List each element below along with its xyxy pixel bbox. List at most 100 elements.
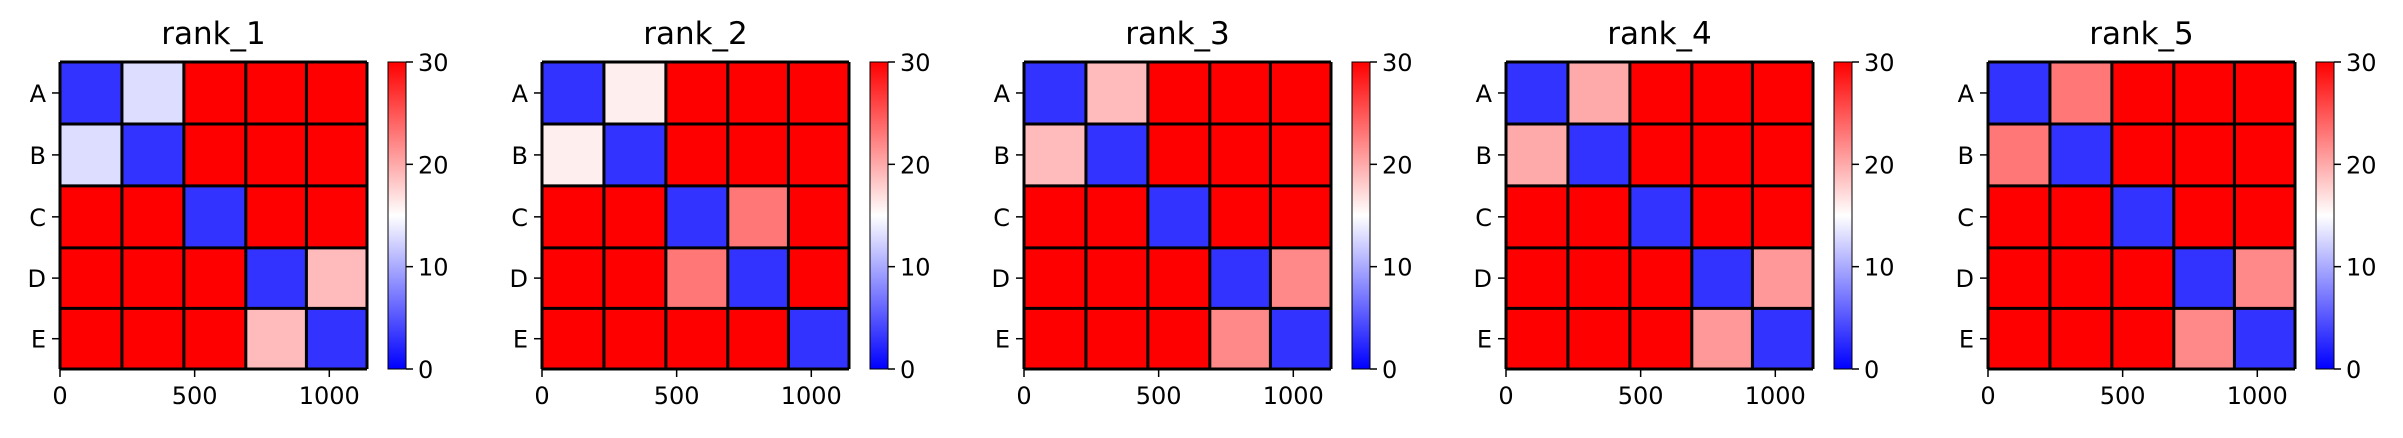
heatmap-cell — [542, 308, 604, 369]
heatmap-cell — [1270, 185, 1331, 248]
heatmap-cell — [1691, 62, 1753, 124]
heatmap-cell — [2173, 185, 2235, 248]
heatmap-cell — [603, 247, 666, 309]
x-tick-label: 500 — [1618, 382, 1664, 410]
heatmap-cell — [2049, 185, 2112, 248]
heatmap-cell — [1691, 185, 1753, 248]
heatmap-cell — [665, 62, 728, 124]
x-tick-label: 1000 — [299, 382, 360, 410]
panel-title: rank_4 — [1607, 16, 1712, 52]
heatmap-cell — [2049, 62, 2112, 124]
heatmap-cell — [1024, 308, 1086, 369]
colorbar-tick-label: 30 — [418, 49, 449, 77]
heatmap-cell — [1085, 62, 1148, 124]
heatmap-cell — [1147, 123, 1210, 186]
heatmap-cell — [183, 247, 246, 309]
heatmap-cell — [1506, 123, 1568, 186]
heatmap-cell — [1752, 247, 1813, 309]
y-tick-label: B — [1958, 142, 1974, 170]
heatmap-cell — [1209, 185, 1271, 248]
heatmap-cell — [2049, 247, 2112, 309]
colorbar-tick-label: 0 — [2346, 356, 2361, 384]
heatmap-cell — [2173, 308, 2235, 369]
y-tick-label: D — [992, 265, 1010, 293]
heatmap-cell — [665, 123, 728, 186]
heatmap-cell — [1147, 247, 1210, 309]
y-tick-label: D — [1474, 265, 1492, 293]
heatmap-cell — [1270, 62, 1331, 124]
heatmap-cell — [2111, 185, 2174, 248]
heatmap-cell — [727, 123, 789, 186]
heatmap-cell — [2234, 247, 2295, 309]
heatmap-cell — [306, 308, 367, 369]
colorbar — [2315, 61, 2335, 370]
panel-title: rank_1 — [161, 16, 266, 52]
heatmap-cell — [1752, 308, 1813, 369]
heatmap-cell — [183, 123, 246, 186]
heatmap-cell — [306, 247, 367, 309]
y-tick-label: A — [512, 80, 529, 108]
heatmap-cell — [1567, 185, 1630, 248]
y-tick-label: C — [29, 204, 46, 232]
heatmap-cell — [1691, 247, 1753, 309]
heatmap-cell — [245, 62, 307, 124]
heatmap-cell — [1629, 185, 1692, 248]
heatmap-cell — [788, 185, 849, 248]
y-tick-label: C — [993, 204, 1010, 232]
heatmap-cell — [1506, 308, 1568, 369]
heatmap-cell — [727, 308, 789, 369]
y-tick-label: E — [513, 326, 528, 354]
heatmap-cell — [1752, 62, 1813, 124]
heatmap-cell — [60, 123, 122, 186]
heatmap-cell — [603, 185, 666, 248]
x-tick-label: 500 — [654, 382, 700, 410]
heatmap-cell — [788, 62, 849, 124]
heatmap-cell — [183, 185, 246, 248]
heatmap-cell — [1085, 308, 1148, 369]
heatmap-cell — [1024, 247, 1086, 309]
heatmap-cell — [1024, 185, 1086, 248]
heatmap-cell — [245, 247, 307, 309]
heatmap-cell — [2111, 62, 2174, 124]
colorbar-tick-label: 0 — [418, 356, 433, 384]
colorbar-tick-label: 30 — [2346, 49, 2377, 77]
heatmap-cell — [1209, 123, 1271, 186]
colorbar-tick-label: 10 — [900, 254, 931, 282]
heatmap-cell — [665, 247, 728, 309]
heatmap-cell — [2234, 62, 2295, 124]
heatmap-cell — [603, 308, 666, 369]
heatmap-cell — [1085, 247, 1148, 309]
heatmap-cell — [1506, 62, 1568, 124]
colorbar-tick-label: 30 — [900, 49, 931, 77]
heatmap-cell — [1506, 247, 1568, 309]
heatmap-cell — [603, 123, 666, 186]
colorbar-tick-label: 10 — [1382, 254, 1413, 282]
y-tick-label: E — [31, 326, 46, 354]
heatmap-cell — [2234, 123, 2295, 186]
heatmap-cell — [1024, 62, 1086, 124]
heatmap-cell — [665, 185, 728, 248]
heatmap-cell — [121, 62, 184, 124]
heatmap-cell — [542, 185, 604, 248]
heatmap-cell — [1147, 185, 1210, 248]
y-tick-label: D — [28, 265, 46, 293]
heatmap-cell — [727, 62, 789, 124]
heatmap-cell — [2049, 308, 2112, 369]
heatmap-cell — [788, 123, 849, 186]
colorbar-tick-label: 20 — [1864, 151, 1895, 179]
x-tick-label: 0 — [52, 382, 67, 410]
heatmap-cell — [60, 62, 122, 124]
y-tick-label: A — [1476, 80, 1493, 108]
heatmap-cell — [1209, 247, 1271, 309]
colorbar-tick-label: 10 — [418, 254, 449, 282]
heatmap-cell — [183, 62, 246, 124]
colorbar — [1833, 61, 1853, 370]
y-tick-label: E — [995, 326, 1010, 354]
heatmap-cell — [1988, 62, 2050, 124]
heatmap-cell — [60, 185, 122, 248]
heatmap-cell — [1629, 62, 1692, 124]
x-tick-label: 500 — [1136, 382, 1182, 410]
